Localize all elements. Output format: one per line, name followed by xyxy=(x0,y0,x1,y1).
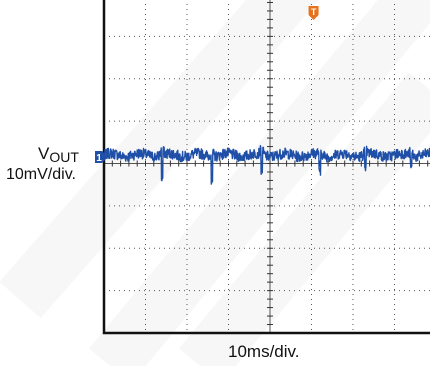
vout-label-main: V xyxy=(38,144,50,163)
vout-trace xyxy=(103,144,430,185)
vertical-scale-label: 10mV/div. xyxy=(6,166,76,183)
watermark-stroke-2 xyxy=(178,72,430,366)
vout-label-sub: OUT xyxy=(49,149,79,165)
watermark-stroke-3 xyxy=(0,0,320,319)
channel-1-marker-shape xyxy=(95,151,108,164)
plot-frame-border xyxy=(102,0,430,335)
plot-frame xyxy=(102,0,430,335)
trigger-marker-label: T xyxy=(311,7,317,17)
vout-trace-layer xyxy=(103,144,430,185)
channel-1-marker: 1 xyxy=(95,151,108,164)
time-scale-label: 10ms/div. xyxy=(228,342,300,361)
graticule-grid xyxy=(103,0,430,334)
trigger-marker: T xyxy=(308,6,319,20)
vout-channel-label: VOUT xyxy=(38,144,79,167)
channel-1-marker-label: 1 xyxy=(96,153,102,164)
trigger-marker-shape xyxy=(308,6,319,20)
markers-layer: 1T xyxy=(95,6,319,164)
